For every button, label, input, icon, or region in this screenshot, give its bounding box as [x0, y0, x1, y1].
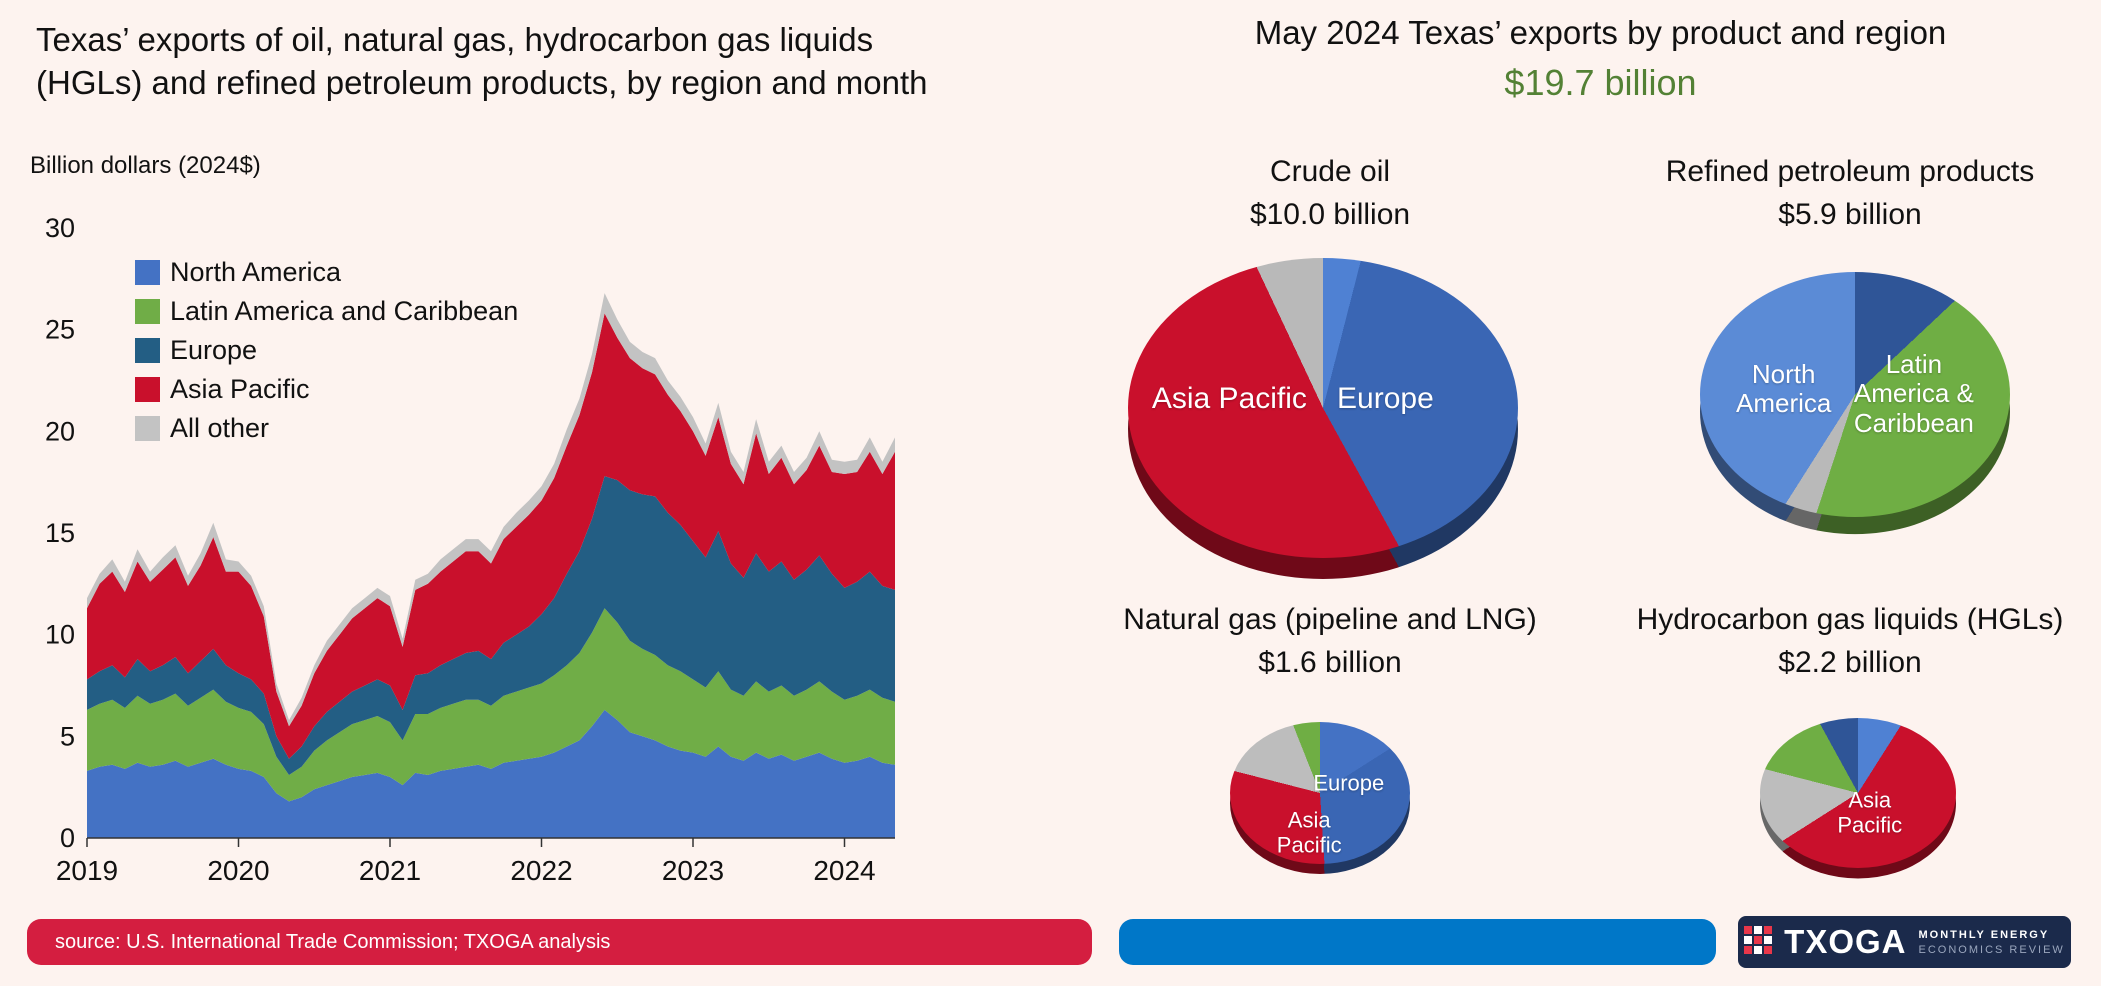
pie-slice-label: Europe [1337, 381, 1434, 415]
area-chart-title-line1: Texas’ exports of oil, natural gas, hydr… [36, 21, 874, 58]
svg-text:2022: 2022 [510, 855, 572, 886]
refined-amount: $5.9 billion [1778, 198, 1922, 231]
pie-slice-label: Latin America & Caribbean [1853, 348, 1974, 439]
svg-text:All other: All other [170, 413, 269, 443]
source-bar: source: U.S. International Trade Commiss… [27, 919, 1092, 965]
right-panel: May 2024 Texas’ exports by product and r… [1100, 0, 2101, 986]
txoga-logo-icon [1744, 925, 1773, 959]
pie-slice-label: Europe [1313, 770, 1385, 796]
pie-slice-label: Asia Pacific [1837, 787, 1903, 838]
svg-text:5: 5 [60, 721, 75, 751]
txoga-brand-text: TXOGA [1784, 923, 1907, 960]
svg-text:2019: 2019 [56, 855, 118, 886]
txoga-logo: TXOGA MONTHLY ENERGY ECONOMICS REVIEW [1738, 916, 2071, 968]
pie-surface [1128, 258, 1518, 558]
svg-text:2023: 2023 [662, 855, 724, 886]
svg-text:North America: North America [170, 257, 342, 287]
svg-text:2020: 2020 [207, 855, 269, 886]
right-panel-total: $19.7 billion [1504, 62, 1697, 103]
refined-pie-chart: Latin America & Caribbean North America [1700, 272, 2010, 535]
svg-text:Asia Pacific: Asia Pacific [170, 374, 310, 404]
svg-text:15: 15 [45, 518, 75, 548]
crude-oil-label: Crude oil [1269, 155, 1391, 188]
svg-text:20: 20 [45, 416, 75, 446]
y-axis-label: Billion dollars (2024$) [30, 152, 261, 179]
pie-surface [1700, 272, 2010, 517]
txoga-tagline-line1: MONTHLY ENERGY [1918, 928, 2050, 941]
area-chart: 0 5 10 15 20 25 30 2019 2020 2021 2022 2023 2024 Nort… [25, 190, 925, 890]
pie-surface [1230, 722, 1410, 864]
area-chart-svg: 0 5 10 15 20 25 30 2019 2020 2021 2022 2023 2024 Nort… [45, 213, 895, 886]
pie-surface [1760, 718, 1956, 868]
natural-gas-pie-title: Natural gas (pipeline and LNG) $1.6 bill… [1100, 598, 1560, 684]
svg-text:Latin America and Caribbean: Latin America and Caribbean [170, 296, 518, 326]
svg-text:2024: 2024 [813, 855, 875, 886]
area-chart-title: Texas’ exports of oil, natural gas, hydr… [36, 18, 1036, 104]
pie-slice-label: North America [1736, 358, 1832, 419]
pie-slice-label: Asia Pacific [1151, 381, 1307, 415]
source-text: source: U.S. International Trade Commiss… [55, 930, 611, 953]
crude-oil-pie-title: Crude oil $10.0 billion [1100, 150, 1560, 236]
hgl-label: Hydrocarbon gas liquids (HGLs) [1636, 603, 2064, 636]
txoga-tagline-line2: ECONOMICS REVIEW [1918, 943, 2065, 956]
crude-oil-amount: $10.0 billion [1249, 198, 1411, 231]
footer-blue-bar [1119, 919, 1716, 965]
right-panel-title: May 2024 Texas’ exports by product and r… [1254, 14, 1947, 51]
svg-text:30: 30 [45, 213, 75, 243]
svg-text:2021: 2021 [359, 855, 421, 886]
natural-gas-pie-chart: Europe Asia Pacific [1230, 722, 1410, 874]
svg-text:Europe: Europe [170, 335, 257, 365]
crude-oil-pie-chart: Europe Asia Pacific [1128, 258, 1518, 579]
refined-label: Refined petroleum products [1665, 155, 2035, 188]
area-chart-title-line2: (HGLs) and refined petroleum products, b… [36, 64, 928, 101]
natural-gas-amount: $1.6 billion [1258, 646, 1402, 679]
hgl-pie-chart: Asia Pacific [1760, 718, 1956, 879]
natural-gas-label: Natural gas (pipeline and LNG) [1123, 603, 1537, 636]
hgl-pie-title: Hydrocarbon gas liquids (HGLs) $2.2 bill… [1600, 598, 2100, 684]
pie-slice-label: Asia Pacific [1276, 807, 1342, 858]
svg-text:25: 25 [45, 315, 75, 345]
txoga-tagline: MONTHLY ENERGY ECONOMICS REVIEW [1919, 929, 2065, 956]
svg-text:0: 0 [60, 823, 75, 853]
hgl-amount: $2.2 billion [1778, 646, 1922, 679]
svg-text:10: 10 [45, 620, 75, 650]
refined-pie-title: Refined petroleum products $5.9 billion [1600, 150, 2100, 236]
